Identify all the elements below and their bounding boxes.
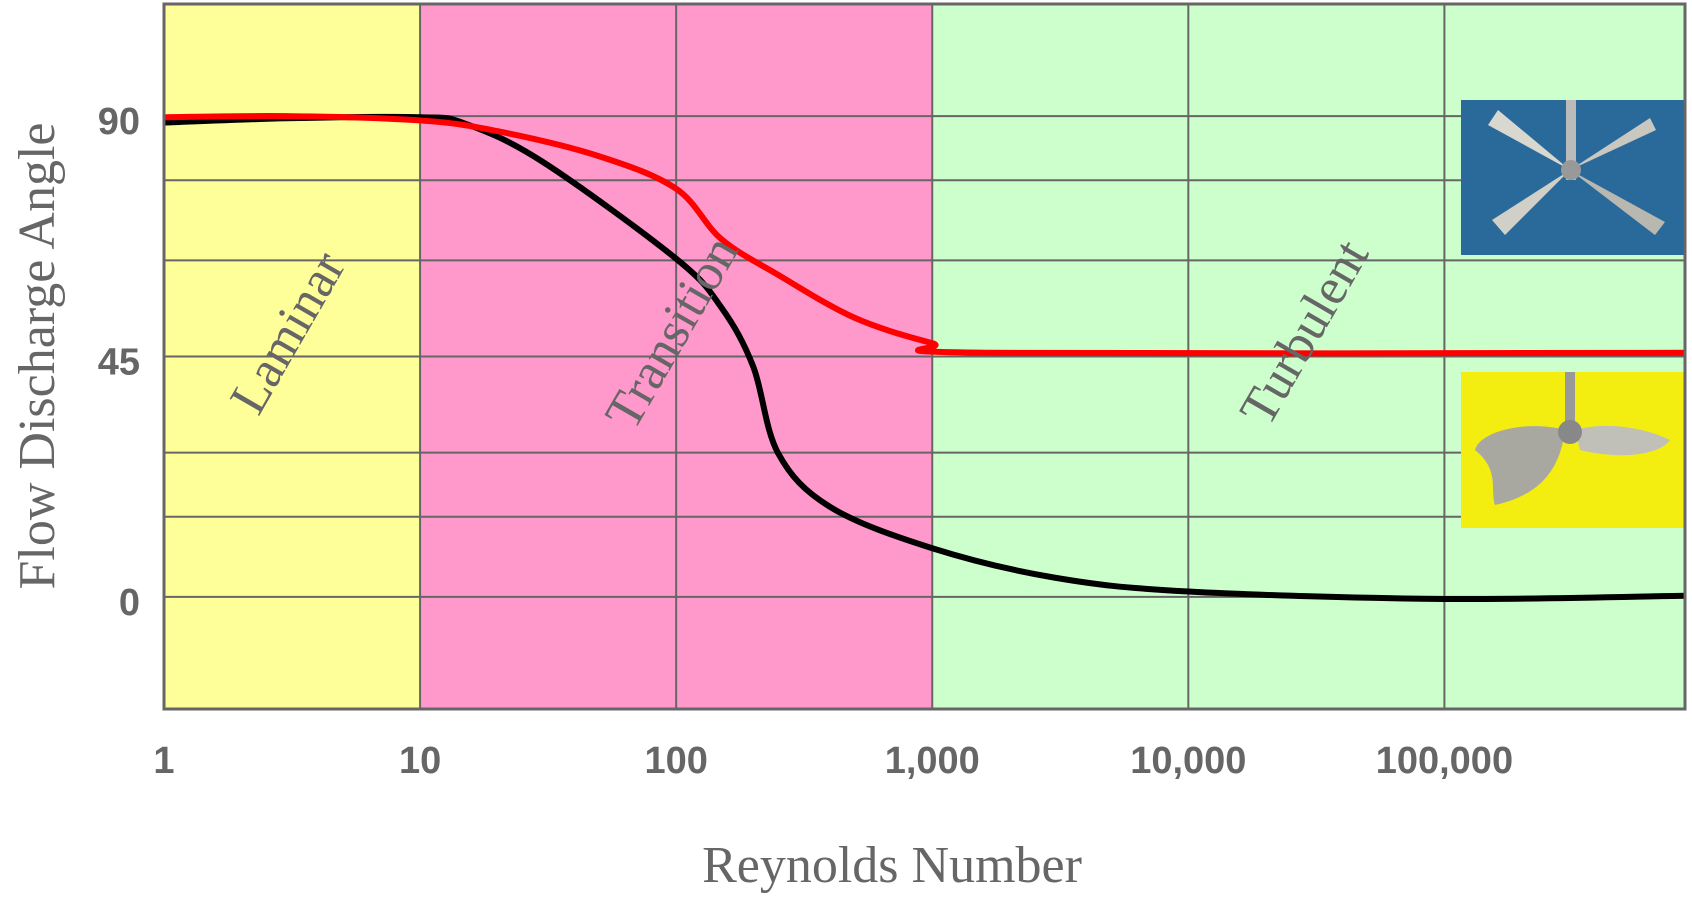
x-tick-label: 100,000 [1376, 740, 1513, 782]
y-axis-label: Flow Discharge Angle [9, 123, 66, 590]
impeller-photo-top [1461, 100, 1685, 255]
x-tick-label: 1 [153, 740, 174, 782]
page: LaminarTransitionTurbulent1101001,00010,… [0, 0, 1692, 905]
x-tick-label: 10,000 [1130, 740, 1246, 782]
x-tick-label: 10 [399, 740, 441, 782]
x-tick-label: 1,000 [885, 740, 980, 782]
y-tick-label: 45 [98, 342, 140, 384]
y-tick-label: 90 [98, 101, 140, 143]
impeller-photo-bottom [1461, 372, 1685, 528]
chart: LaminarTransitionTurbulent1101001,00010,… [0, 0, 1692, 905]
x-axis-label: Reynolds Number [702, 837, 1082, 894]
y-tick-label: 0 [119, 582, 140, 624]
x-tick-label: 100 [644, 740, 707, 782]
